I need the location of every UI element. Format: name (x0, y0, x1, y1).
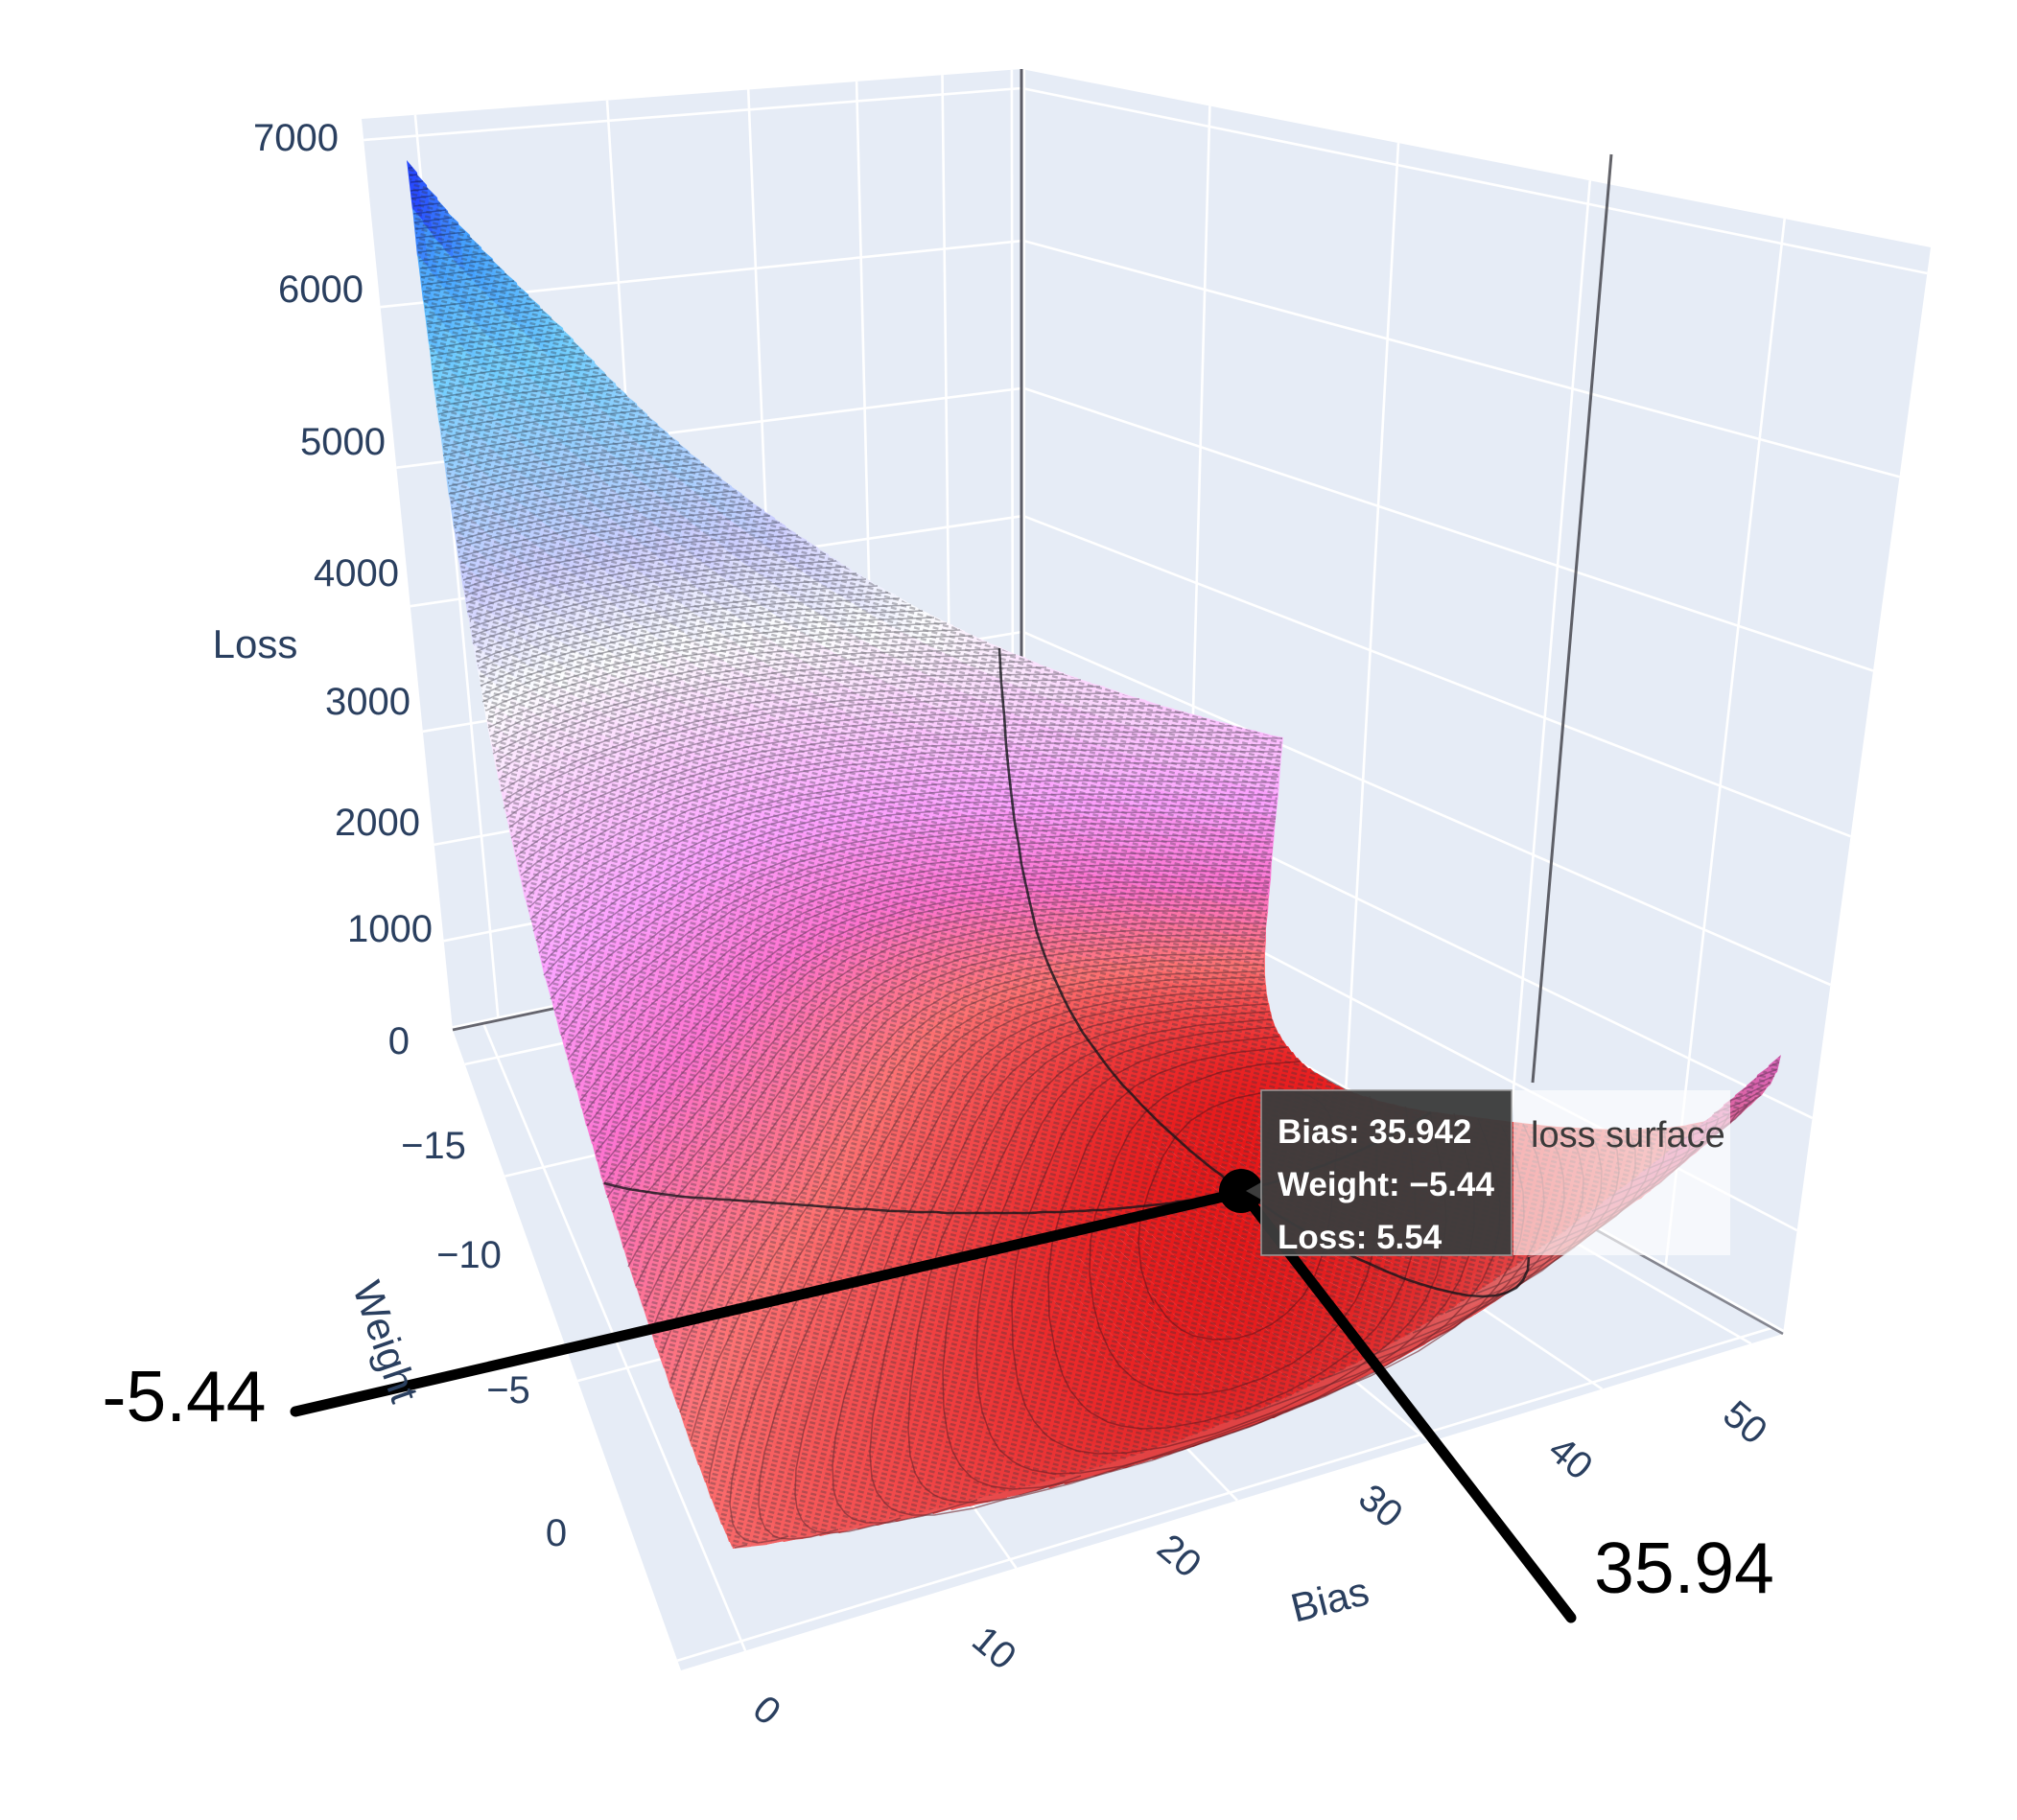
svg-text:Loss: 5.54: Loss: 5.54 (1278, 1219, 1442, 1256)
svg-text:0: 0 (546, 1512, 567, 1554)
svg-text:5000: 5000 (300, 421, 386, 463)
svg-text:35.94: 35.94 (1594, 1528, 1774, 1608)
svg-text:Bias: 35.942: Bias: 35.942 (1278, 1113, 1471, 1151)
svg-text:-5.44: -5.44 (103, 1356, 267, 1436)
svg-text:3000: 3000 (325, 681, 410, 723)
svg-text:−5: −5 (486, 1369, 530, 1412)
svg-text:−15: −15 (401, 1125, 466, 1167)
svg-text:4000: 4000 (314, 552, 399, 595)
svg-text:Weight: −5.44: Weight: −5.44 (1278, 1166, 1494, 1203)
svg-text:1000: 1000 (347, 908, 433, 950)
svg-text:−10: −10 (436, 1234, 502, 1276)
svg-text:6000: 6000 (278, 268, 364, 311)
svg-text:7000: 7000 (253, 117, 339, 159)
svg-text:0: 0 (388, 1020, 410, 1062)
svg-text:2000: 2000 (335, 802, 420, 844)
svg-text:Loss: Loss (213, 621, 298, 666)
svg-text:loss surface: loss surface (1531, 1115, 1725, 1155)
